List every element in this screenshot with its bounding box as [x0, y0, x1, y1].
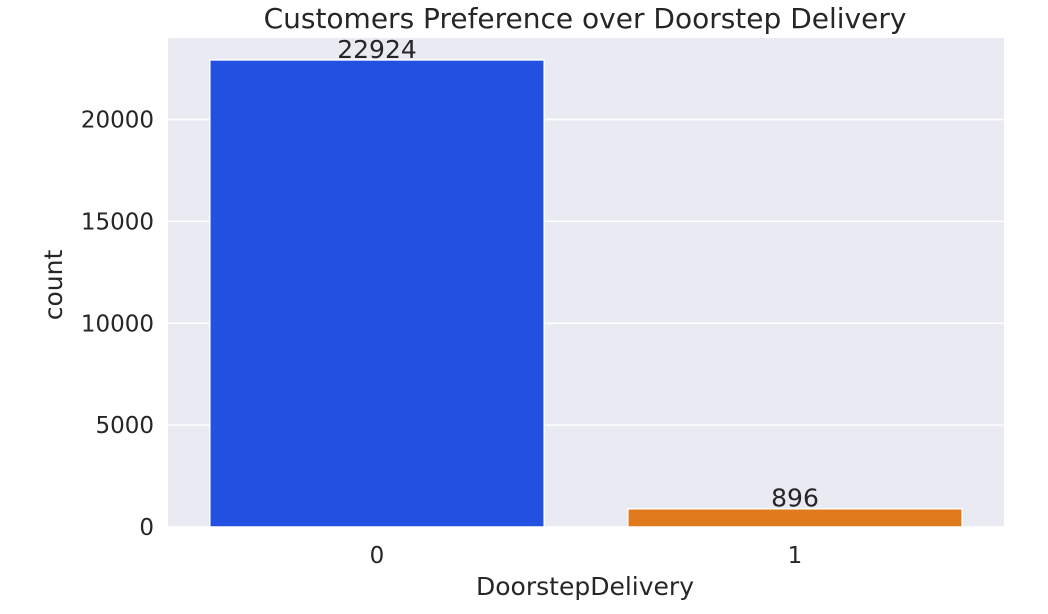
- bar-value-label: 896: [771, 484, 819, 513]
- y-tick-label: 20000: [81, 108, 154, 134]
- y-tick-label: 0: [139, 515, 154, 541]
- bar-0: [209, 59, 545, 528]
- chart-title: Customers Preference over Doorstep Deliv…: [264, 2, 907, 35]
- tick-labels: 0 5000 10000 15000 20000 0 1: [81, 108, 802, 570]
- x-tick-label: 0: [370, 543, 385, 569]
- y-tick-label: 5000: [95, 413, 154, 439]
- bars: [209, 59, 963, 528]
- bar-1: [627, 507, 963, 528]
- y-tick-label: 15000: [81, 209, 154, 235]
- bar-value-label: 22924: [337, 35, 417, 64]
- data-labels: 22924 896: [337, 35, 819, 513]
- y-axis-label: count: [39, 250, 68, 321]
- y-tick-label: 10000: [81, 311, 154, 337]
- x-tick-label: 1: [788, 543, 803, 569]
- x-axis-label: DoorstepDelivery: [476, 572, 694, 601]
